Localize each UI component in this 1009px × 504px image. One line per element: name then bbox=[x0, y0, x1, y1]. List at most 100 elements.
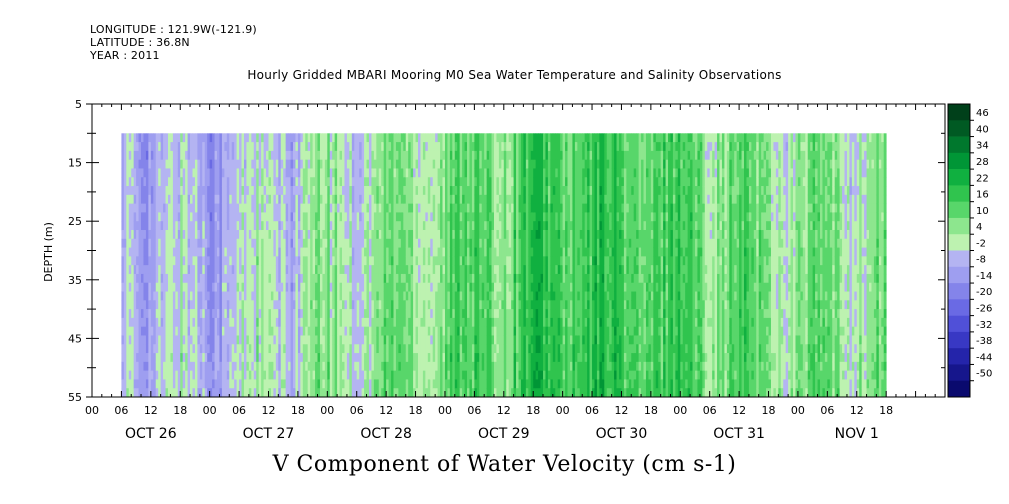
heatmap-cell bbox=[239, 300, 242, 310]
heatmap-cell bbox=[491, 133, 495, 143]
heatmap-cell bbox=[236, 142, 240, 152]
heatmap-cell bbox=[471, 300, 475, 310]
heatmap-cell bbox=[393, 203, 397, 213]
heatmap-cell bbox=[508, 194, 512, 205]
heatmap-cell bbox=[217, 229, 220, 240]
heatmap-cell bbox=[525, 326, 529, 336]
heatmap-cell bbox=[481, 203, 485, 213]
heatmap-cell bbox=[342, 186, 345, 196]
heatmap-cell bbox=[449, 335, 453, 345]
heatmap-cell bbox=[319, 344, 323, 354]
heatmap-cell bbox=[518, 361, 522, 372]
heatmap-cell bbox=[520, 273, 524, 284]
heatmap-cell bbox=[506, 247, 510, 257]
heatmap-cell bbox=[503, 300, 507, 310]
heatmap-cell bbox=[324, 212, 328, 222]
heatmap-cell bbox=[261, 186, 264, 196]
heatmap-cell bbox=[368, 168, 372, 178]
heatmap-cell bbox=[229, 379, 233, 389]
heatmap-cell bbox=[410, 256, 414, 266]
heatmap-cell bbox=[457, 186, 461, 196]
heatmap-cell bbox=[359, 361, 363, 372]
heatmap-cell bbox=[378, 212, 382, 222]
heatmap-cell bbox=[319, 335, 323, 345]
heatmap-cell bbox=[484, 133, 488, 143]
heatmap-cell bbox=[172, 282, 176, 292]
heatmap-cell bbox=[190, 186, 193, 196]
heatmap-cell bbox=[219, 238, 223, 248]
heatmap-cell bbox=[202, 370, 206, 380]
heatmap-cell bbox=[346, 150, 350, 161]
heatmap-cell bbox=[525, 379, 529, 389]
heatmap-cell bbox=[376, 361, 380, 372]
heatmap-cell bbox=[383, 247, 387, 257]
heatmap-cell bbox=[381, 150, 385, 161]
heatmap-cell bbox=[324, 291, 328, 301]
heatmap-cell bbox=[288, 335, 291, 345]
heatmap-cell bbox=[444, 265, 448, 275]
heatmap-cell bbox=[516, 168, 519, 178]
heatmap-cell bbox=[359, 309, 363, 319]
heatmap-cell bbox=[395, 370, 399, 380]
heatmap-cell bbox=[312, 291, 316, 301]
heatmap-cell bbox=[141, 353, 144, 363]
heatmap-cell bbox=[491, 186, 495, 196]
heatmap-cell bbox=[378, 159, 382, 169]
heatmap-cell bbox=[177, 344, 181, 354]
heatmap-cell bbox=[221, 300, 225, 310]
heatmap-cell bbox=[212, 273, 215, 284]
heatmap-cell bbox=[221, 168, 225, 178]
heatmap-cell bbox=[405, 273, 409, 284]
heatmap-cell bbox=[467, 256, 470, 266]
heatmap-cell bbox=[511, 168, 514, 178]
heatmap-cell bbox=[258, 353, 262, 363]
heatmap-cell bbox=[290, 361, 294, 372]
heatmap-cell bbox=[476, 291, 480, 301]
heatmap-cell bbox=[275, 326, 279, 336]
heatmap-cell bbox=[457, 221, 461, 231]
heatmap-cell bbox=[128, 159, 132, 169]
heatmap-cell bbox=[165, 379, 169, 389]
heatmap-cell bbox=[285, 273, 289, 284]
heatmap-cell bbox=[430, 186, 434, 196]
heatmap-cell bbox=[177, 221, 181, 231]
heatmap-cell bbox=[302, 203, 306, 213]
heatmap-cell bbox=[121, 238, 125, 248]
heatmap-cell bbox=[263, 221, 267, 231]
heatmap-cell bbox=[368, 247, 372, 257]
heatmap-cell bbox=[163, 194, 166, 205]
heatmap-cell bbox=[175, 221, 179, 231]
heatmap-cell bbox=[138, 273, 142, 284]
heatmap-cell bbox=[432, 353, 436, 363]
heatmap-cell bbox=[214, 238, 218, 248]
heatmap-cell bbox=[241, 186, 245, 196]
heatmap-cell bbox=[229, 247, 233, 257]
heatmap-cell bbox=[150, 335, 154, 345]
heatmap-cell bbox=[361, 326, 365, 336]
heatmap-cell bbox=[153, 159, 157, 169]
heatmap-cell bbox=[138, 353, 142, 363]
heatmap-cell bbox=[378, 379, 382, 389]
heatmap-cell bbox=[319, 282, 323, 292]
heatmap-cell bbox=[437, 300, 441, 310]
heatmap-cell bbox=[471, 133, 475, 143]
heatmap-cell bbox=[356, 238, 360, 248]
heatmap-cell bbox=[273, 194, 277, 205]
heatmap-cell bbox=[489, 265, 492, 275]
heatmap-cell bbox=[425, 150, 429, 161]
heatmap-cell bbox=[278, 388, 282, 398]
heatmap-cell bbox=[486, 256, 490, 266]
heatmap-cell bbox=[444, 353, 448, 363]
heatmap-cell bbox=[317, 265, 321, 275]
heatmap-cell bbox=[513, 177, 517, 187]
heatmap-cell bbox=[212, 300, 215, 310]
heatmap-cell bbox=[503, 353, 507, 363]
heatmap-cell bbox=[364, 150, 367, 161]
heatmap-cell bbox=[400, 273, 404, 284]
heatmap-cell bbox=[278, 159, 282, 169]
heatmap-cell bbox=[283, 238, 287, 248]
heatmap-cell bbox=[317, 177, 321, 187]
heatmap-cell bbox=[121, 247, 125, 257]
heatmap-cell bbox=[241, 265, 245, 275]
heatmap-cell bbox=[236, 168, 240, 178]
